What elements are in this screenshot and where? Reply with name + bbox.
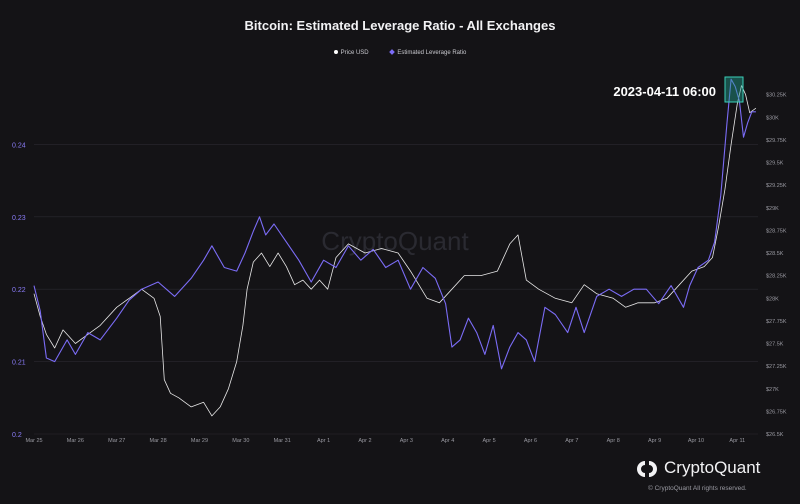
x-tick-label: Mar 30: [232, 438, 249, 444]
annotation: 2023-04-11 06:00: [613, 76, 744, 103]
x-tick-label: Apr 7: [565, 438, 578, 444]
y-axis-left: 0.2 0.21 0.22 0.23 0.24: [12, 142, 26, 439]
x-axis: Mar 25 Mar 26 Mar 27 Mar 28 Mar 29 Mar 30 Mar …: [25, 438, 745, 444]
y-tick-label-right: $29.75K: [766, 138, 787, 144]
cryptoquant-logo-icon: [637, 461, 657, 477]
legend-item-leverage[interactable]: Estimated Leverage Ratio: [389, 49, 467, 56]
x-tick-label: Apr 1: [317, 438, 330, 444]
copyright: © CryptoQuant All rights reserved.: [648, 485, 747, 492]
y-tick-label-right: $28K: [766, 296, 779, 302]
y-tick-label-right: $27.25K: [766, 364, 787, 370]
x-tick-label: Apr 4: [441, 438, 454, 444]
x-tick-label: Apr 8: [607, 438, 620, 444]
legend-swatch-price: [333, 50, 338, 55]
y-tick-label-left: 0.22: [12, 287, 26, 294]
x-tick-label: Apr 2: [358, 438, 371, 444]
y-axis-right: $26.5K $26.75K $27K $27.25K $27.5K $27.75K $28…: [766, 93, 787, 438]
x-tick-label: Mar 31: [274, 438, 291, 444]
y-tick-label-right: $27.75K: [766, 319, 787, 325]
y-tick-label-right: $26.75K: [766, 409, 787, 415]
brand-logo: CryptoQuant: [632, 456, 792, 482]
x-tick-label: Apr 9: [648, 438, 661, 444]
legend-label-leverage: Estimated Leverage Ratio: [397, 50, 467, 56]
y-tick-label-right: $28.75K: [766, 228, 787, 234]
x-tick-label: Mar 25: [25, 438, 42, 444]
y-tick-label-right: $28.5K: [766, 251, 784, 257]
brand-name: CryptoQuant: [664, 458, 761, 477]
y-tick-label-right: $29.5K: [766, 161, 784, 167]
chart-title: Bitcoin: Estimated Leverage Ratio - All …: [244, 18, 556, 33]
legend-label-price: Price USD: [340, 50, 369, 56]
y-tick-label-right: $30K: [766, 115, 779, 121]
series-line-leverage: [33, 78, 756, 370]
y-tick-label-right: $27K: [766, 387, 779, 393]
x-tick-label: Mar 29: [191, 438, 208, 444]
y-tick-label-left: 0.2: [12, 432, 22, 439]
y-tick-label-right: $27.5K: [766, 342, 784, 348]
x-tick-label: Apr 6: [524, 438, 537, 444]
y-tick-label-right: $28.25K: [766, 274, 787, 280]
y-tick-label-right: $29.25K: [766, 183, 787, 189]
series-lines: [33, 78, 757, 417]
y-tick-label-right: $29K: [766, 206, 779, 212]
y-tick-label-left: 0.23: [12, 215, 26, 222]
x-tick-label: Apr 11: [729, 438, 745, 444]
y-tick-label-left: 0.24: [12, 142, 26, 149]
annotation-box: [724, 76, 744, 103]
watermark: CryptoQuant: [321, 226, 469, 256]
x-tick-label: Mar 27: [108, 438, 125, 444]
annotation-label: 2023-04-11 06:00: [613, 84, 716, 99]
legend: Price USD Estimated Leverage Ratio: [0, 49, 800, 56]
legend-item-price[interactable]: Price USD: [333, 50, 369, 56]
x-tick-label: Apr 3: [400, 438, 413, 444]
series-line-price: [33, 85, 757, 417]
x-tick-label: Apr 10: [688, 438, 704, 444]
x-tick-label: Mar 28: [150, 438, 167, 444]
y-tick-label-right: $30.25K: [766, 93, 787, 99]
y-tick-label-right: $26.5K: [766, 432, 784, 438]
y-tick-label-left: 0.21: [12, 360, 26, 367]
x-tick-label: Apr 5: [483, 438, 496, 444]
x-tick-label: Mar 26: [67, 438, 84, 444]
